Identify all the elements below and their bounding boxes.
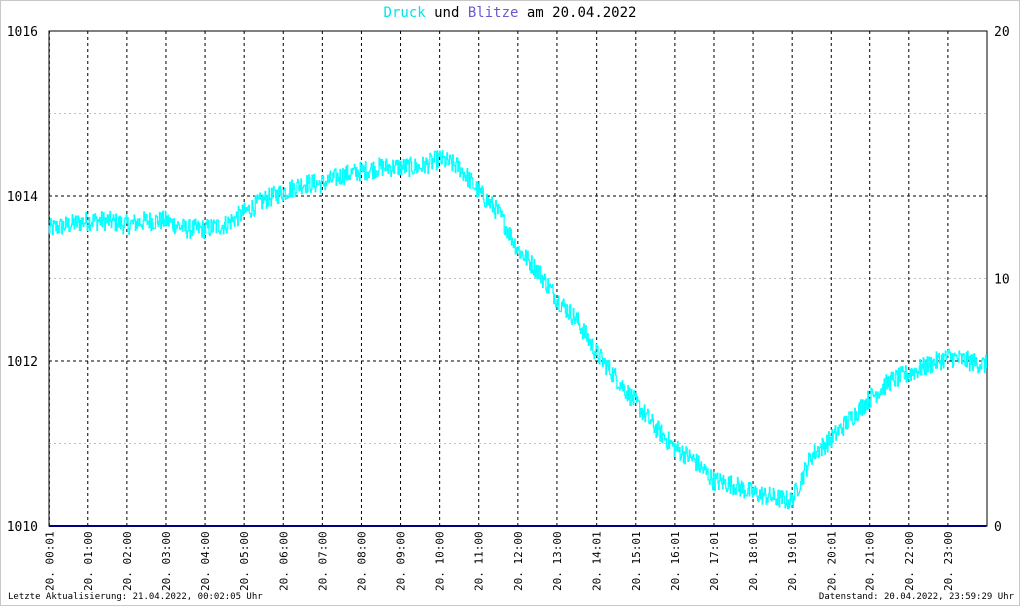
y2-tick-label: 10 [994, 273, 1010, 288]
y-tick-label: 1010 [7, 520, 38, 535]
y-tick-label: 1016 [7, 25, 38, 40]
x-tick-label: 20. 06:00 [277, 531, 290, 591]
x-tick-label: 20. 11:00 [473, 531, 486, 591]
title-pressure-label: Druck [383, 5, 426, 21]
pressure-series-line [48, 150, 987, 510]
x-tick-label: 20. 10:00 [434, 531, 447, 591]
y-tick-label: 1012 [7, 355, 38, 370]
x-tick-label: 20. 09:00 [395, 531, 408, 591]
x-tick-label: 20. 01:00 [82, 531, 95, 591]
last-update-note: Letzte Aktualisierung: 21.04.2022, 00:02… [8, 592, 263, 602]
x-tick-label: 20. 19:01 [786, 531, 799, 591]
x-tick-label: 20. 23:00 [942, 531, 955, 591]
title-lightning-label: Blitze [467, 5, 519, 21]
x-tick-label: 20. 05:00 [238, 531, 251, 591]
x-tick-label: 20. 16:01 [669, 531, 682, 591]
x-tick-label: 20. 13:00 [551, 531, 564, 591]
x-tick-label: 20. 04:00 [199, 531, 212, 591]
x-tick-label: 20. 03:00 [160, 531, 173, 591]
x-tick-label: 20. 21:00 [864, 531, 877, 591]
x-tick-label: 20. 20:01 [825, 531, 838, 591]
x-tick-label: 20. 02:00 [121, 531, 134, 591]
x-tick-label: 20. 14:01 [591, 531, 604, 591]
x-tick-label: 20. 15:01 [630, 531, 643, 591]
title-date-prefix: am [526, 5, 544, 21]
x-tick-label: 20. 08:00 [355, 531, 368, 591]
y2-tick-label: 0 [994, 520, 1002, 535]
x-tick-label: 20. 07:00 [316, 531, 329, 591]
x-tick-label: 20. 17:01 [708, 531, 721, 591]
title-date: 20.04.2022 [552, 5, 637, 21]
y-tick-label: 1014 [7, 190, 38, 205]
title-joiner: und [434, 5, 460, 21]
chart-title: Druck und Blitze am 20.04.2022 [0, 5, 1020, 21]
x-tick-label: 20. 18:01 [747, 531, 760, 591]
x-tick-label: 20. 00:01 [43, 531, 56, 591]
y2-tick-label: 20 [994, 25, 1010, 40]
data-status-note: Datenstand: 20.04.2022, 23:59:29 Uhr [818, 592, 1014, 602]
x-tick-label: 20. 12:00 [512, 531, 525, 591]
x-tick-label: 20. 22:00 [903, 531, 916, 591]
